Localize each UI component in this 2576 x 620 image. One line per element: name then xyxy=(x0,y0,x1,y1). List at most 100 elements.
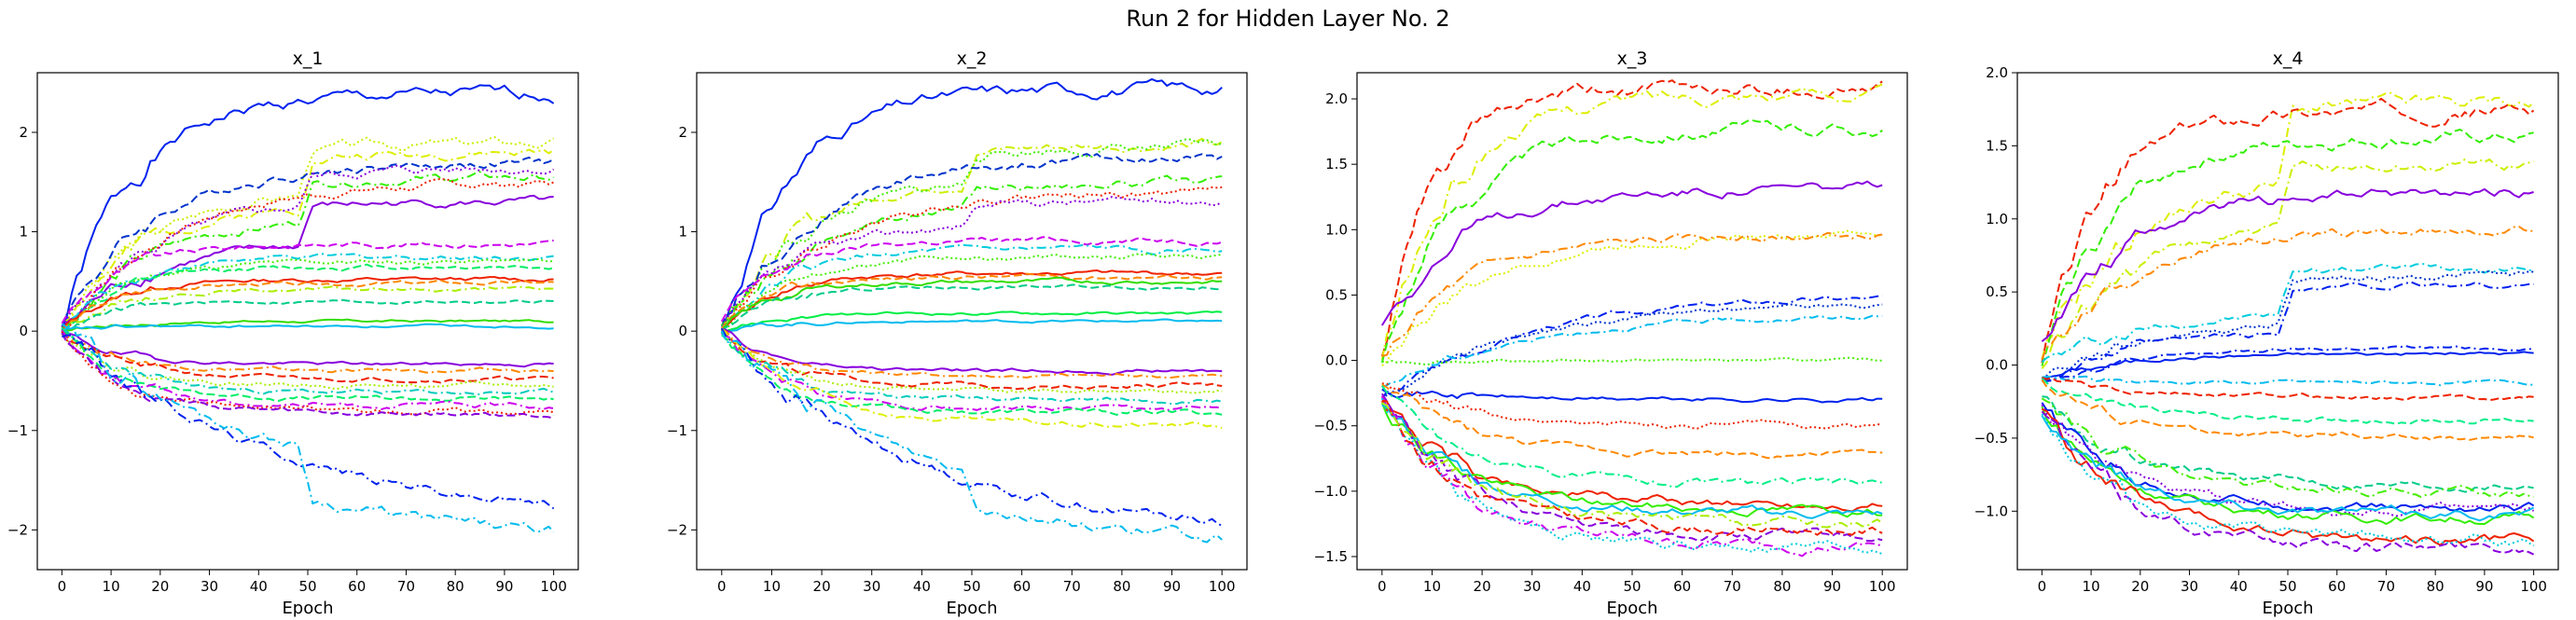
series-line-18 xyxy=(62,323,554,332)
x-tick-label: 40 xyxy=(913,578,931,595)
series-line-19 xyxy=(2041,404,2535,517)
x-tick-label: 10 xyxy=(1423,578,1441,595)
series-line-8 xyxy=(2041,269,2534,379)
series-line-19 xyxy=(61,329,554,368)
y-tick-label: −2 xyxy=(7,521,28,538)
y-tick-label: 0.0 xyxy=(1986,357,2008,374)
y-tick-label: 2 xyxy=(19,124,28,141)
x-tick-label: 50 xyxy=(298,578,316,595)
y-tick-label: 1.5 xyxy=(1325,156,1348,172)
y-tick-label: 0 xyxy=(678,323,687,339)
x-tick-label: 90 xyxy=(2475,578,2493,595)
series-line-24 xyxy=(721,327,1223,430)
series-line-23 xyxy=(61,327,554,395)
x-tick-label: 100 xyxy=(540,578,567,595)
series-line-11 xyxy=(1381,388,1883,404)
series-line-6 xyxy=(61,171,555,329)
series-group xyxy=(1380,79,1883,558)
y-tick-label: 0.0 xyxy=(1325,352,1348,369)
series-line-16 xyxy=(1380,402,1883,518)
series-line-4 xyxy=(1380,180,1883,326)
series-line-16 xyxy=(721,318,1223,334)
series-line-7 xyxy=(1381,295,1883,399)
x-tick-label: 30 xyxy=(863,578,880,595)
x-tick-label: 50 xyxy=(2278,578,2296,595)
series-line-15 xyxy=(721,310,1223,333)
series-line-18 xyxy=(1380,393,1883,543)
y-tick-label: 2.0 xyxy=(1986,64,2008,81)
x-axis-label: Epoch xyxy=(1606,599,1657,618)
x-tick-label: 70 xyxy=(1063,578,1081,595)
y-tick-label: −0.5 xyxy=(1314,418,1348,434)
series-line-20 xyxy=(61,330,554,374)
y-tick-label: 0.5 xyxy=(1986,283,2008,300)
x-tick-label: 20 xyxy=(2131,578,2149,595)
series-line-4 xyxy=(2041,158,2534,369)
subplot-x_2: 0 10 20 30 40 50 60 70 80 90 100 −2 −1 0 1 2 x_2 Epoch xyxy=(667,48,1248,618)
series-line-1 xyxy=(1380,79,1883,357)
series-line-5 xyxy=(721,174,1223,326)
series-line-19 xyxy=(721,329,1223,391)
series-line-12 xyxy=(720,272,1223,330)
series-line-23 xyxy=(2041,413,2535,547)
series-line-17 xyxy=(62,318,554,332)
series-line-21 xyxy=(1381,399,1883,536)
series-line-4 xyxy=(61,156,555,328)
figure-title: Run 2 for Hidden Layer No. 2 xyxy=(1126,6,1449,32)
x-tick-label: 0 xyxy=(58,578,67,595)
series-line-1 xyxy=(2041,91,2535,360)
x-tick-label: 80 xyxy=(2427,578,2444,595)
series-line-13 xyxy=(721,276,1223,331)
series-line-28 xyxy=(62,334,555,510)
y-tick-label: 1.5 xyxy=(1986,137,2008,154)
series-line-14 xyxy=(61,279,554,333)
y-tick-label: 1 xyxy=(678,224,687,241)
series-line-13 xyxy=(2042,377,2534,402)
series-line-21 xyxy=(720,331,1223,406)
series-line-22 xyxy=(1381,402,1883,529)
x-tick-label: 70 xyxy=(397,578,415,595)
x-axis-label: Epoch xyxy=(946,599,997,618)
x-tick-label: 10 xyxy=(2083,578,2100,595)
subplot-title: x_4 xyxy=(2273,48,2304,69)
x-tick-label: 90 xyxy=(1823,578,1841,595)
series-line-11 xyxy=(2041,351,2534,382)
series-line-24 xyxy=(61,328,554,402)
series-line-4 xyxy=(720,153,1223,327)
series-line-8 xyxy=(720,236,1223,323)
series-line-22 xyxy=(61,333,554,391)
series-line-12 xyxy=(62,263,554,331)
series-line-16 xyxy=(62,298,554,335)
series-line-2 xyxy=(1380,83,1883,360)
series-line-8 xyxy=(61,194,554,333)
series-line-19 xyxy=(1380,395,1883,558)
series-line-14 xyxy=(721,283,1223,332)
x-tick-label: 90 xyxy=(1163,578,1181,595)
series-line-3 xyxy=(1380,119,1883,364)
x-tick-label: 60 xyxy=(348,578,366,595)
series-line-22 xyxy=(721,332,1223,411)
series-line-2 xyxy=(2041,97,2535,364)
series-line-14 xyxy=(1380,385,1883,489)
series-group xyxy=(720,77,1223,544)
series-line-6 xyxy=(2041,225,2534,360)
series-line-26 xyxy=(720,330,1223,544)
series-line-9 xyxy=(2042,281,2534,382)
x-tick-label: 100 xyxy=(1209,578,1236,595)
y-tick-label: 1 xyxy=(19,224,28,241)
series-line-15 xyxy=(1380,400,1883,513)
series-line-5 xyxy=(1381,229,1883,367)
y-tick-label: 0.5 xyxy=(1325,286,1348,303)
x-tick-label: 60 xyxy=(1013,578,1031,595)
subplot-title: x_2 xyxy=(957,48,988,69)
x-tick-label: 100 xyxy=(2520,578,2547,595)
x-tick-label: 0 xyxy=(1378,578,1387,595)
subplot-x_3: 0 10 20 30 40 50 60 70 80 90 100 −1.5 −1.0 −0.5 0.0 0.5… xyxy=(1314,48,1908,618)
x-tick-label: 50 xyxy=(1623,578,1641,595)
x-tick-label: 20 xyxy=(1474,578,1491,595)
x-tick-label: 50 xyxy=(963,578,980,595)
y-tick-label: 2.0 xyxy=(1325,90,1348,107)
series-line-15 xyxy=(2041,379,2534,441)
